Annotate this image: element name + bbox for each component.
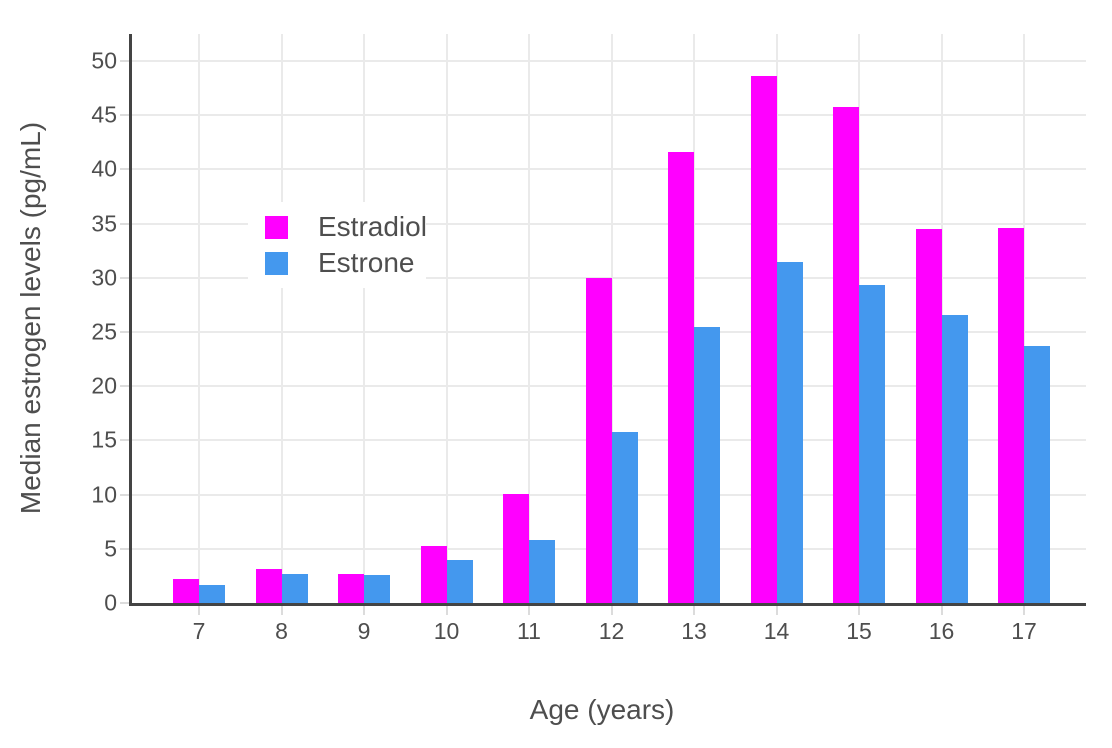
y-tick-mark-40 [120, 168, 129, 171]
y-tick-mark-15 [120, 439, 129, 442]
gridline-y-35 [132, 222, 1086, 225]
x-tick-label-8: 8 [275, 618, 288, 644]
x-tick-label-12: 12 [598, 618, 625, 644]
y-tick-label-20: 20 [91, 372, 117, 399]
bar-estrone-age-10 [446, 559, 473, 603]
x-tick-label-7: 7 [192, 618, 206, 644]
y-tick-mark-30 [120, 276, 129, 279]
x-tick-mark-14 [775, 606, 778, 615]
bar-estradiol-age-15 [833, 106, 859, 603]
x-tick-mark-9 [363, 606, 365, 615]
legend-item-estradiol[interactable]: Estradiol [248, 209, 427, 245]
bar-estradiol-age-7 [173, 579, 199, 603]
bar-estradiol-age-8 [255, 569, 282, 603]
x-axis-title: Age (years) [529, 694, 675, 725]
y-tick-mark-20 [120, 385, 129, 388]
x-tick-label-15: 15 [846, 618, 872, 644]
y-tick-mark-0 [120, 602, 129, 604]
x-tick-mark-16 [940, 606, 943, 615]
bar-estradiol-age-13 [668, 152, 694, 603]
y-tick-label-40: 40 [91, 155, 117, 182]
gridline-x-13 [693, 34, 695, 603]
bar-estrone-age-9 [364, 574, 390, 603]
bar-estrone-age-11 [529, 540, 555, 603]
legend-label-estradiol: Estradiol [318, 211, 427, 242]
x-tick-label-16: 16 [928, 618, 955, 644]
y-tick-mark-45 [120, 114, 129, 117]
x-axis-line [129, 603, 1086, 606]
gridline-y-50 [132, 60, 1086, 63]
gridline-x-7 [198, 34, 200, 603]
bar-estrone-age-12 [611, 431, 638, 603]
x-tick-mark-12 [610, 606, 613, 615]
x-tick-label-14: 14 [763, 618, 790, 644]
y-tick-label-50: 50 [91, 47, 117, 74]
x-tick-mark-13 [693, 606, 695, 615]
gridline-x-12 [610, 34, 613, 603]
bar-estrone-age-16 [941, 314, 968, 603]
bar-estradiol-age-12 [585, 277, 612, 603]
y-tick-label-30: 30 [91, 264, 117, 291]
y-tick-label-0: 0 [104, 589, 117, 616]
bar-estradiol-age-17 [998, 228, 1024, 603]
y-tick-label-45: 45 [91, 101, 117, 128]
y-axis-line [129, 34, 132, 606]
gridline-y-40 [132, 168, 1086, 171]
y-tick-label-5: 5 [104, 535, 117, 562]
gridline-y-45 [132, 114, 1086, 117]
x-tick-label-9: 9 [357, 618, 371, 644]
bar-estrone-age-14 [776, 261, 803, 603]
x-tick-mark-11 [528, 606, 530, 615]
legend-swatch-estradiol-icon [265, 215, 288, 239]
bar-estradiol-age-9 [338, 573, 364, 603]
x-tick-label-17: 17 [1011, 618, 1037, 644]
bar-estrone-age-15 [859, 285, 885, 603]
bar-estrone-age-7 [199, 584, 225, 603]
x-tick-label-11: 11 [517, 618, 541, 644]
y-tick-label-35: 35 [91, 210, 117, 237]
x-tick-mark-7 [198, 606, 200, 615]
bar-estradiol-age-16 [915, 229, 942, 603]
bar-estradiol-age-10 [420, 545, 447, 603]
gridline-y-30 [132, 276, 1086, 279]
y-tick-mark-35 [120, 222, 129, 225]
gridline-x-17 [1023, 34, 1025, 603]
bar-estrone-age-8 [281, 573, 308, 603]
bar-estradiol-age-11 [503, 493, 529, 603]
x-tick-mark-17 [1023, 606, 1025, 615]
y-tick-label-25: 25 [91, 318, 117, 345]
plot-area[interactable] [132, 34, 1086, 603]
x-tick-mark-8 [280, 606, 283, 615]
gridline-x-9 [363, 34, 365, 603]
y-tick-label-15: 15 [91, 426, 117, 453]
legend-item-estrone[interactable]: Estrone [248, 245, 426, 281]
bar-estrone-age-13 [694, 326, 720, 603]
x-tick-mark-10 [445, 606, 448, 615]
x-tick-label-10: 10 [433, 618, 460, 644]
y-tick-label-10: 10 [91, 481, 117, 508]
legend-label-estrone: Estrone [318, 247, 415, 278]
x-tick-label-13: 13 [681, 618, 707, 644]
y-tick-mark-50 [120, 60, 129, 63]
gridline-x-8 [280, 34, 283, 603]
y-tick-mark-5 [120, 547, 129, 550]
gridline-x-11 [528, 34, 530, 603]
legend-swatch-estrone-icon [265, 251, 288, 275]
bar-estrone-age-17 [1024, 346, 1050, 603]
y-tick-mark-25 [120, 331, 129, 334]
legend: Estradiol Estrone [248, 202, 427, 288]
x-tick-mark-15 [858, 606, 860, 615]
bar-estradiol-age-14 [750, 76, 777, 603]
gridline-x-10 [445, 34, 448, 603]
y-tick-mark-10 [120, 493, 129, 496]
